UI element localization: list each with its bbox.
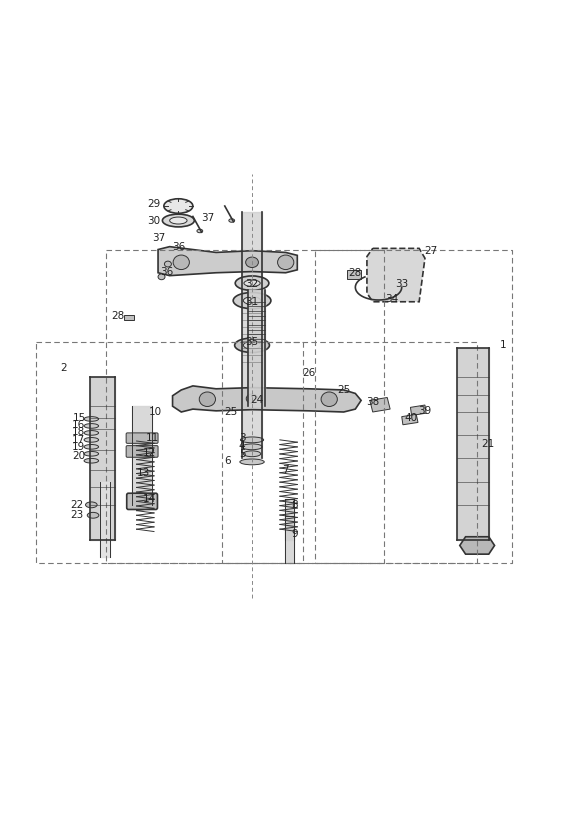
Polygon shape	[173, 386, 361, 412]
Text: 31: 31	[245, 297, 259, 307]
Ellipse shape	[240, 437, 264, 442]
Text: 33: 33	[395, 279, 408, 289]
Text: 32: 32	[245, 279, 259, 289]
Text: 34: 34	[385, 294, 398, 304]
FancyBboxPatch shape	[126, 433, 158, 443]
Ellipse shape	[197, 229, 203, 232]
Text: 28: 28	[111, 311, 124, 321]
Polygon shape	[124, 315, 134, 321]
Ellipse shape	[84, 444, 99, 449]
Ellipse shape	[235, 276, 269, 290]
Text: 13: 13	[137, 468, 150, 478]
Ellipse shape	[86, 502, 97, 508]
Polygon shape	[370, 397, 390, 412]
Text: 40: 40	[405, 413, 417, 423]
Ellipse shape	[84, 424, 99, 428]
Text: 39: 39	[419, 406, 431, 416]
Text: 25: 25	[224, 407, 237, 417]
Ellipse shape	[84, 438, 99, 442]
Ellipse shape	[164, 199, 193, 213]
Ellipse shape	[173, 255, 189, 269]
Polygon shape	[347, 269, 361, 279]
Text: 27: 27	[424, 246, 437, 255]
Text: 25: 25	[337, 385, 350, 395]
Text: 19: 19	[72, 442, 85, 452]
Ellipse shape	[278, 255, 294, 269]
FancyBboxPatch shape	[127, 494, 157, 509]
Text: 12: 12	[143, 447, 156, 457]
Polygon shape	[158, 246, 297, 276]
Ellipse shape	[84, 431, 99, 435]
Ellipse shape	[84, 452, 99, 456]
Text: 3: 3	[239, 433, 245, 443]
Text: 21: 21	[481, 439, 494, 449]
Ellipse shape	[234, 338, 269, 353]
Text: 23: 23	[70, 510, 83, 520]
FancyBboxPatch shape	[126, 446, 158, 457]
Ellipse shape	[245, 257, 258, 268]
Polygon shape	[410, 405, 426, 415]
Ellipse shape	[244, 280, 260, 287]
Text: 29: 29	[147, 199, 160, 209]
Text: 11: 11	[146, 433, 159, 443]
Ellipse shape	[321, 392, 338, 406]
Text: 16: 16	[72, 419, 85, 430]
Text: 30: 30	[147, 216, 160, 226]
Text: 18: 18	[72, 428, 85, 438]
Text: 37: 37	[201, 213, 214, 222]
Ellipse shape	[199, 392, 216, 406]
Text: 5: 5	[239, 449, 245, 459]
Ellipse shape	[233, 293, 271, 309]
Ellipse shape	[158, 274, 165, 279]
Ellipse shape	[242, 444, 262, 450]
Polygon shape	[402, 414, 418, 424]
Ellipse shape	[170, 217, 187, 224]
Ellipse shape	[240, 459, 264, 465]
Text: 8: 8	[291, 500, 298, 510]
Polygon shape	[460, 536, 494, 555]
Text: 6: 6	[224, 456, 231, 466]
Text: 2: 2	[61, 363, 68, 373]
Text: 20: 20	[72, 451, 85, 461]
Ellipse shape	[84, 458, 99, 463]
Text: 26: 26	[302, 368, 315, 377]
Text: 10: 10	[149, 407, 161, 417]
Text: 22: 22	[70, 500, 83, 510]
Text: 37: 37	[153, 233, 166, 243]
Text: 24: 24	[250, 396, 264, 405]
Ellipse shape	[243, 297, 261, 304]
Polygon shape	[367, 248, 425, 302]
Text: 28: 28	[349, 268, 362, 278]
Ellipse shape	[243, 341, 261, 349]
Text: 4: 4	[239, 441, 245, 451]
Text: 1: 1	[500, 340, 507, 350]
Ellipse shape	[87, 513, 99, 518]
Text: 15: 15	[73, 413, 86, 423]
Text: 38: 38	[366, 396, 380, 406]
Ellipse shape	[229, 219, 234, 222]
Text: 36: 36	[160, 267, 173, 277]
Text: 35: 35	[245, 337, 259, 348]
Ellipse shape	[163, 214, 194, 227]
Ellipse shape	[164, 261, 171, 267]
Text: 9: 9	[291, 529, 298, 539]
Ellipse shape	[246, 394, 258, 403]
Ellipse shape	[84, 417, 99, 421]
Text: 17: 17	[72, 435, 85, 445]
Text: 36: 36	[172, 241, 185, 251]
Text: 14: 14	[143, 494, 156, 504]
Text: 7: 7	[282, 465, 289, 475]
Ellipse shape	[243, 451, 261, 456]
